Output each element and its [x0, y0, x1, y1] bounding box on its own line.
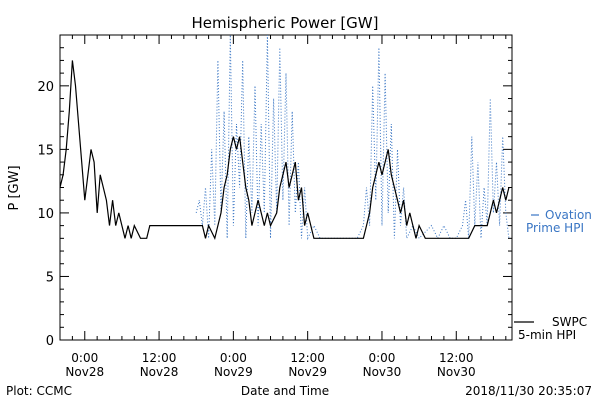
- legend-ovation-line2: Prime HPI: [526, 221, 584, 235]
- legend-ovation-line1: Ovation: [545, 208, 592, 222]
- y-axis-ticks: 0 5 10 15 20: [37, 34, 512, 349]
- legend-ovation-prime: Ovation Prime HPI: [526, 208, 592, 235]
- x-tick-label-date: Nov30: [437, 365, 476, 379]
- y-tick-label: 20: [37, 80, 54, 95]
- x-tick-label-time: 0:00: [220, 351, 247, 365]
- y-axis-label: P [GW]: [7, 165, 22, 210]
- legend-swpc-line2: 5-min HPI: [518, 328, 576, 342]
- legend-swpc: SWPC 5-min HPI: [514, 315, 587, 342]
- y-tick-label: 10: [37, 207, 54, 222]
- series-swpc-line: [59, 60, 510, 241]
- x-tick-label-date: Nov28: [65, 365, 104, 379]
- footer-plot-credit: Plot: CCMC: [6, 384, 72, 398]
- x-tick-label-date: Nov29: [288, 365, 327, 379]
- footer-timestamp: 2018/11/30 20:35:07: [465, 384, 592, 398]
- x-axis-ticks: 0:00Nov2812:00Nov280:00Nov2912:00Nov290:…: [59, 35, 507, 379]
- legend-swpc-line1: SWPC: [552, 315, 587, 329]
- x-tick-label-date: Nov29: [214, 365, 253, 379]
- y-tick-label: 5: [46, 270, 54, 285]
- x-tick-label-date: Nov28: [140, 365, 179, 379]
- series-ovation-prime-line: [195, 34, 510, 241]
- x-tick-label-time: 12:00: [142, 351, 177, 365]
- x-tick-label-time: 12:00: [290, 351, 325, 365]
- x-tick-label-date: Nov30: [363, 365, 402, 379]
- x-tick-label-time: 0:00: [368, 351, 395, 365]
- chart-title: Hemispheric Power [GW]: [192, 14, 379, 32]
- x-tick-label-time: 12:00: [439, 351, 474, 365]
- x-axis-label: Date and Time: [241, 384, 329, 398]
- x-tick-label-time: 0:00: [71, 351, 98, 365]
- y-tick-label: 15: [37, 143, 54, 158]
- y-tick-label: 0: [46, 334, 54, 349]
